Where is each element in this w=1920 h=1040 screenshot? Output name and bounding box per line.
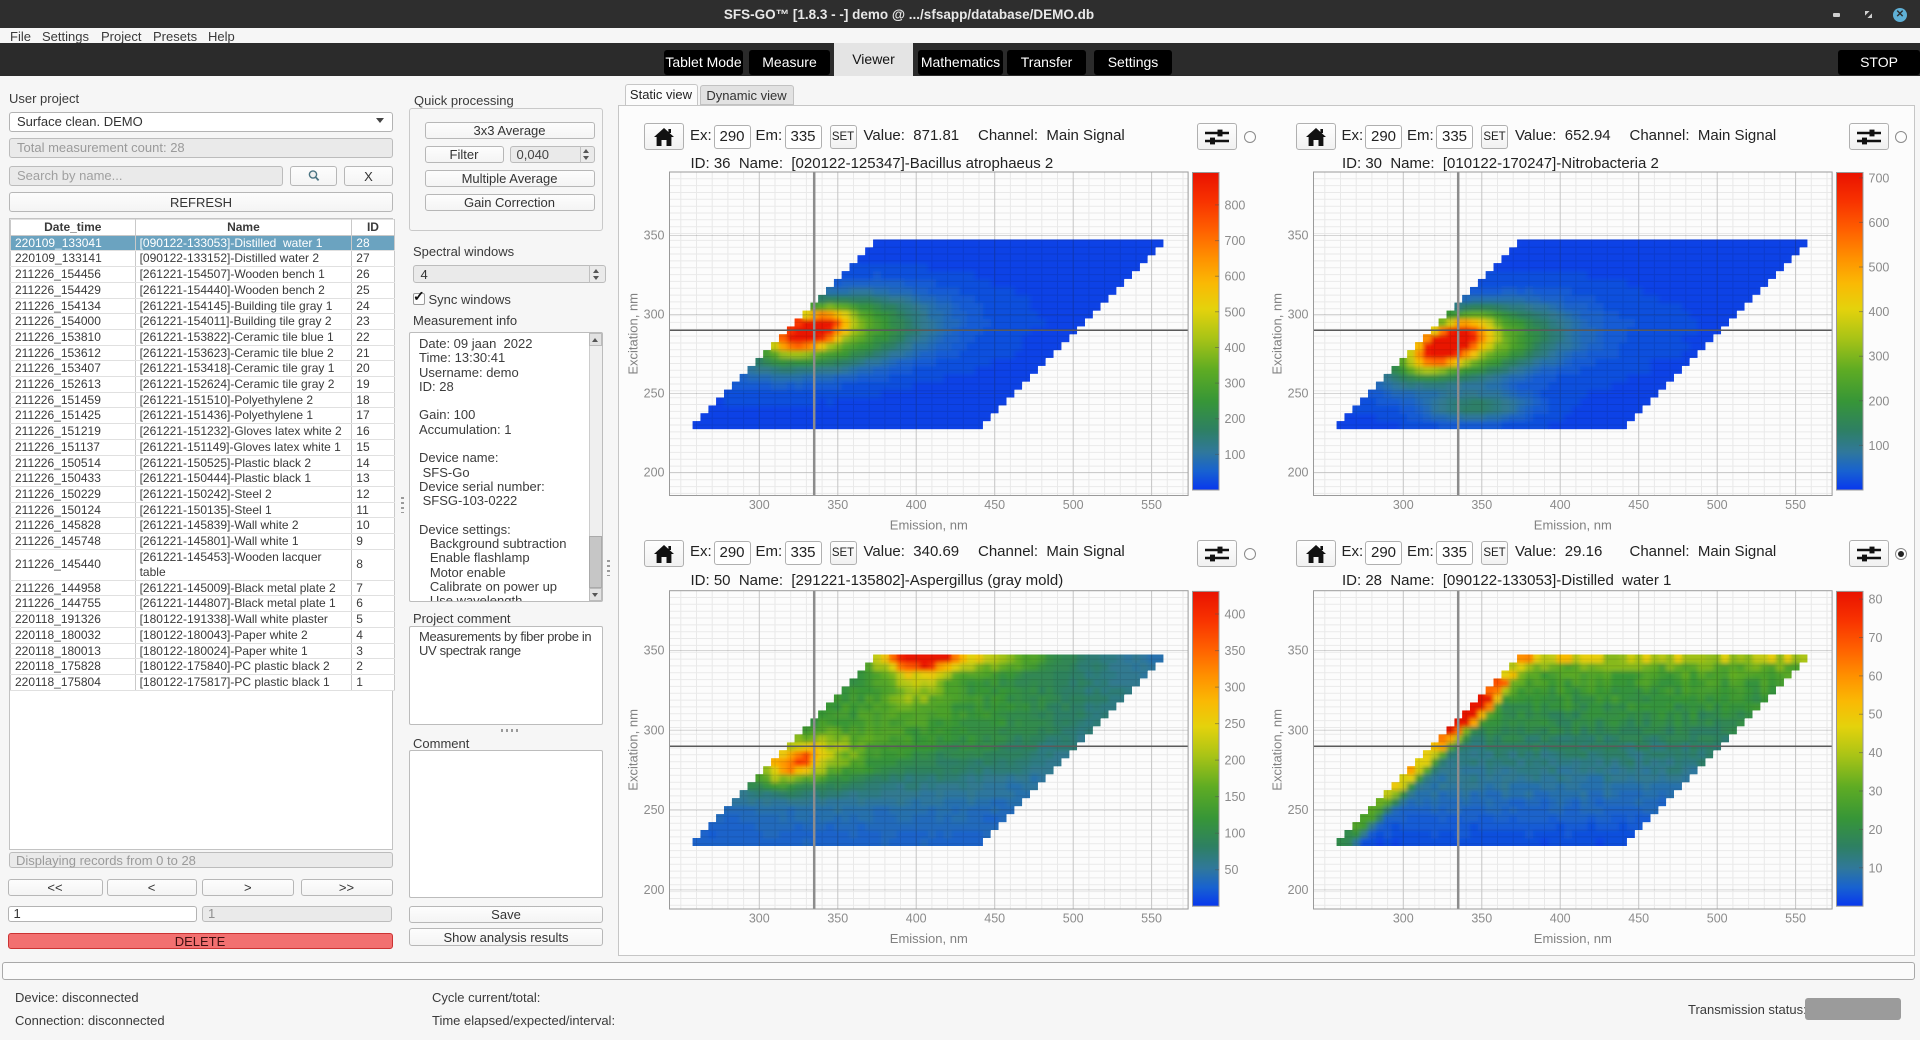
svg-text:Emission, nm: Emission, nm [1534,931,1612,946]
svg-text:500: 500 [1869,261,1890,275]
svg-text:250: 250 [644,387,665,401]
svg-text:500: 500 [1707,498,1728,512]
svg-text:300: 300 [749,498,770,512]
svg-text:300: 300 [1225,681,1246,695]
svg-text:450: 450 [1628,498,1649,512]
svg-text:350: 350 [644,644,665,658]
svg-text:100: 100 [1225,827,1246,841]
svg-text:Excitation, nm: Excitation, nm [626,709,641,791]
svg-text:350: 350 [644,229,665,243]
svg-text:300: 300 [1288,308,1309,322]
svg-text:200: 200 [1869,394,1890,408]
svg-text:450: 450 [984,498,1005,512]
svg-text:500: 500 [1225,305,1246,319]
svg-text:250: 250 [644,803,665,817]
svg-text:450: 450 [1628,912,1649,926]
svg-text:300: 300 [1393,498,1414,512]
svg-text:250: 250 [1225,717,1246,731]
svg-text:60: 60 [1869,669,1883,683]
svg-text:80: 80 [1869,593,1883,607]
svg-text:300: 300 [1869,350,1890,364]
svg-text:Emission, nm: Emission, nm [890,518,968,533]
svg-text:300: 300 [1393,912,1414,926]
svg-text:10: 10 [1869,861,1883,875]
svg-text:100: 100 [1869,439,1890,453]
svg-text:70: 70 [1869,631,1883,645]
svg-text:400: 400 [1225,608,1246,622]
svg-text:500: 500 [1063,912,1084,926]
svg-text:400: 400 [1550,912,1571,926]
svg-text:Emission, nm: Emission, nm [1534,518,1612,533]
svg-text:250: 250 [1288,387,1309,401]
svg-text:50: 50 [1869,708,1883,722]
svg-text:Excitation, nm: Excitation, nm [1270,709,1285,791]
svg-text:300: 300 [1225,377,1246,391]
svg-text:800: 800 [1225,198,1246,212]
svg-text:200: 200 [1288,466,1309,480]
svg-text:400: 400 [906,498,927,512]
svg-text:40: 40 [1869,746,1883,760]
svg-text:400: 400 [906,912,927,926]
svg-text:550: 550 [1141,498,1162,512]
svg-text:200: 200 [1288,883,1309,897]
svg-text:250: 250 [1288,803,1309,817]
svg-text:Excitation, nm: Excitation, nm [626,293,641,375]
svg-text:400: 400 [1869,305,1890,319]
svg-text:350: 350 [1471,912,1492,926]
svg-text:300: 300 [644,723,665,737]
svg-text:700: 700 [1869,171,1890,185]
svg-text:450: 450 [984,912,1005,926]
svg-text:200: 200 [644,466,665,480]
svg-text:200: 200 [644,883,665,897]
svg-text:550: 550 [1141,912,1162,926]
svg-text:350: 350 [1288,644,1309,658]
svg-text:30: 30 [1869,785,1883,799]
svg-text:550: 550 [1785,912,1806,926]
svg-text:300: 300 [1288,723,1309,737]
svg-text:350: 350 [827,498,848,512]
svg-text:100: 100 [1225,448,1246,462]
svg-text:700: 700 [1225,234,1246,248]
svg-text:350: 350 [1225,644,1246,658]
svg-text:400: 400 [1225,341,1246,355]
svg-text:400: 400 [1550,498,1571,512]
svg-text:600: 600 [1225,270,1246,284]
svg-text:Emission, nm: Emission, nm [890,931,968,946]
svg-text:300: 300 [644,308,665,322]
svg-text:Excitation, nm: Excitation, nm [1270,293,1285,375]
svg-text:600: 600 [1869,216,1890,230]
svg-text:150: 150 [1225,790,1246,804]
svg-text:350: 350 [1288,229,1309,243]
svg-text:350: 350 [1471,498,1492,512]
svg-text:200: 200 [1225,754,1246,768]
svg-text:550: 550 [1785,498,1806,512]
svg-text:500: 500 [1707,912,1728,926]
svg-text:50: 50 [1225,863,1239,877]
svg-text:350: 350 [827,912,848,926]
svg-text:300: 300 [749,912,770,926]
svg-text:200: 200 [1225,412,1246,426]
svg-text:500: 500 [1063,498,1084,512]
svg-text:20: 20 [1869,823,1883,837]
